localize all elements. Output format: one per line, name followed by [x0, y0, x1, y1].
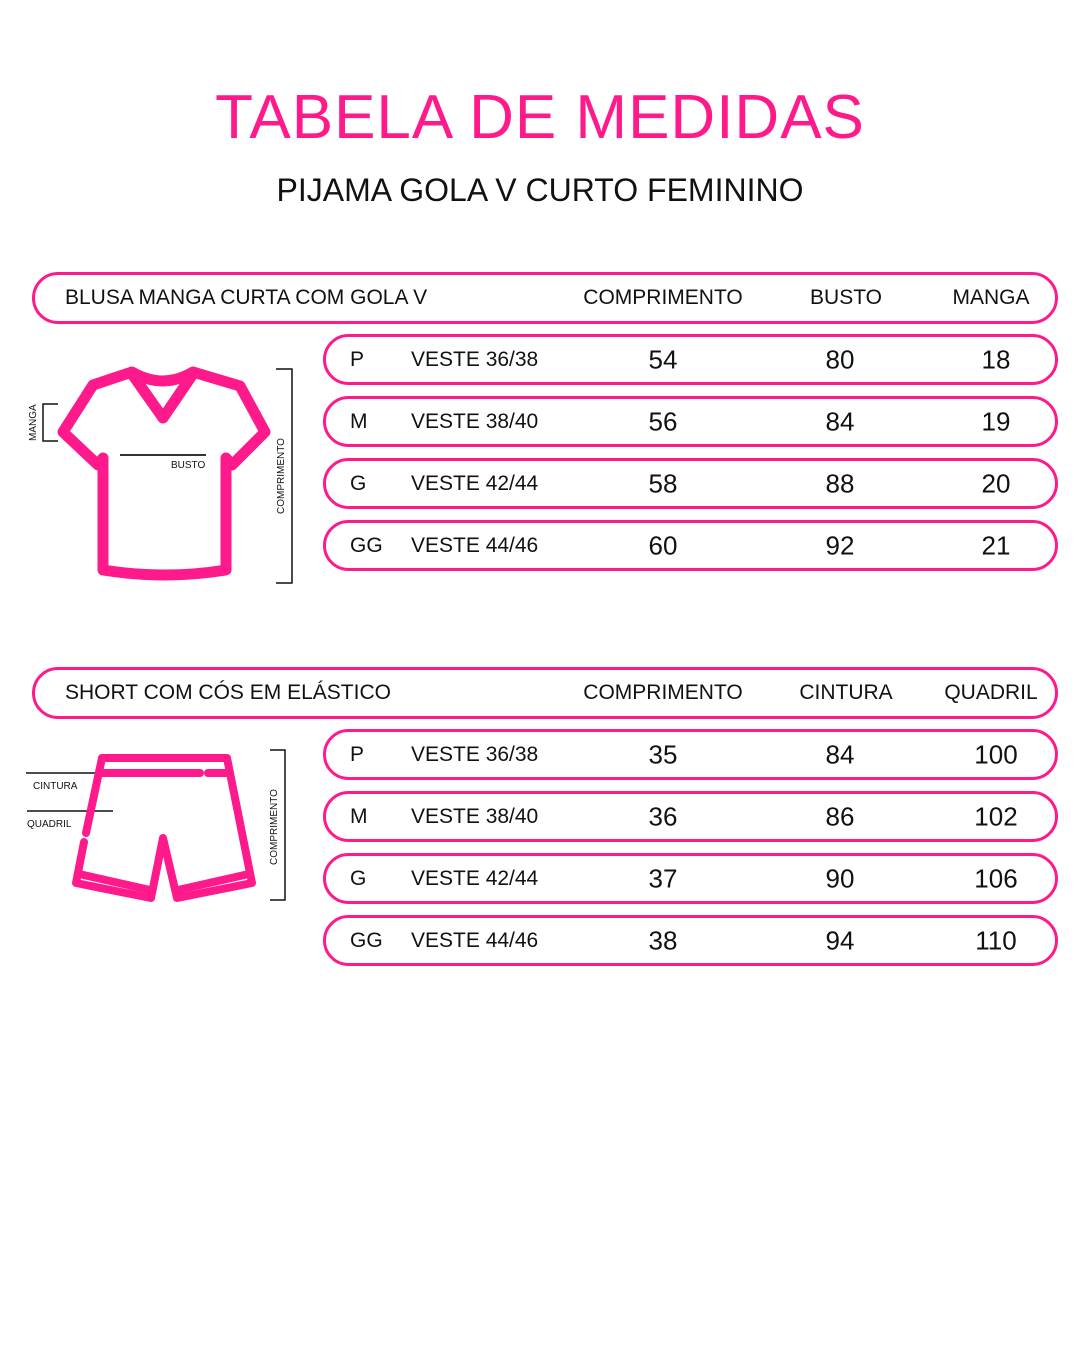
measure-value: 54	[648, 344, 678, 374]
veste-label: VESTE 36/38	[411, 347, 539, 371]
table-row: M VESTE 38/40 56 84 19	[323, 396, 1058, 447]
table-title: BLUSA MANGA CURTA COM GOLA V	[65, 286, 428, 309]
measure-value: 102	[974, 801, 1018, 831]
measure-value: 86	[825, 801, 855, 831]
column-header: COMPRIMENTO	[583, 286, 743, 309]
measure-value: 36	[648, 801, 678, 831]
measure-value: 94	[825, 925, 855, 955]
measure-value: 90	[825, 863, 855, 893]
size-label: M	[350, 409, 368, 433]
table-header: SHORT COM CÓS EM ELÁSTICO COMPRIMENTO CINT…	[32, 667, 1058, 719]
size-label: P	[350, 347, 365, 371]
measure-value: 37	[648, 863, 678, 893]
measure-value: 18	[981, 344, 1011, 374]
column-header: CINTURA	[799, 681, 893, 704]
veste-label: VESTE 42/44	[411, 471, 539, 495]
table-row: P VESTE 36/38 35 84 100	[323, 729, 1058, 780]
column-header: BUSTO	[810, 286, 882, 309]
measure-value: 56	[648, 406, 678, 436]
veste-label: VESTE 44/46	[411, 533, 539, 557]
busto-label: BUSTO	[171, 460, 205, 471]
measure-value: 100	[974, 739, 1018, 769]
table-row: M VESTE 38/40 36 86 102	[323, 791, 1058, 842]
size-label: GG	[350, 928, 383, 952]
size-label: G	[350, 866, 367, 890]
size-label: P	[350, 742, 365, 766]
table-header: BLUSA MANGA CURTA COM GOLA V COMPRIMENTO B…	[32, 272, 1058, 324]
measure-value: 106	[974, 863, 1018, 893]
page-title: TABELA DE MEDIDAS	[215, 83, 865, 152]
measure-value: 92	[825, 530, 855, 560]
size-label: G	[350, 471, 367, 495]
quadril-label: QUADRIL	[27, 819, 72, 830]
measure-value: 35	[648, 739, 678, 769]
page-subtitle: PIJAMA GOLA V CURTO FEMININO	[276, 172, 804, 208]
veste-label: VESTE 38/40	[411, 409, 539, 433]
table-row: GG VESTE 44/46 38 94 110	[323, 915, 1058, 966]
measure-value: 58	[648, 468, 678, 498]
comprimento-label: COMPRIMENTO	[276, 438, 287, 514]
comprimento-label: COMPRIMENTO	[269, 789, 280, 865]
measure-value: 88	[825, 468, 855, 498]
table-row: G VESTE 42/44 37 90 106	[323, 853, 1058, 904]
measure-value: 19	[981, 406, 1011, 436]
veste-label: VESTE 38/40	[411, 804, 539, 828]
size-label: M	[350, 804, 368, 828]
table-row: GG VESTE 44/46 60 92 21	[323, 520, 1058, 571]
measure-value: 80	[825, 344, 855, 374]
measure-value: 110	[975, 925, 1017, 955]
column-header: MANGA	[952, 286, 1030, 309]
shorts-icon	[72, 754, 256, 902]
measure-value: 84	[825, 739, 855, 769]
manga-label: MANGA	[28, 404, 39, 441]
cintura-label: CINTURA	[33, 781, 78, 792]
veste-label: VESTE 42/44	[411, 866, 539, 890]
measure-value: 20	[981, 468, 1011, 498]
table-row: P VESTE 36/38 54 80 18	[323, 334, 1058, 385]
measure-value: 84	[825, 406, 855, 436]
measure-value: 38	[648, 925, 678, 955]
tshirt-icon	[57, 366, 271, 581]
veste-label: VESTE 44/46	[411, 928, 539, 952]
veste-label: VESTE 36/38	[411, 742, 539, 766]
size-label: GG	[350, 533, 383, 557]
table-title: SHORT COM CÓS EM ELÁSTICO	[65, 681, 391, 704]
measure-value: 21	[981, 530, 1011, 560]
table-row: G VESTE 42/44 58 88 20	[323, 458, 1058, 509]
column-header: QUADRIL	[944, 681, 1038, 704]
measure-value: 60	[648, 530, 678, 560]
column-header: COMPRIMENTO	[583, 681, 743, 704]
